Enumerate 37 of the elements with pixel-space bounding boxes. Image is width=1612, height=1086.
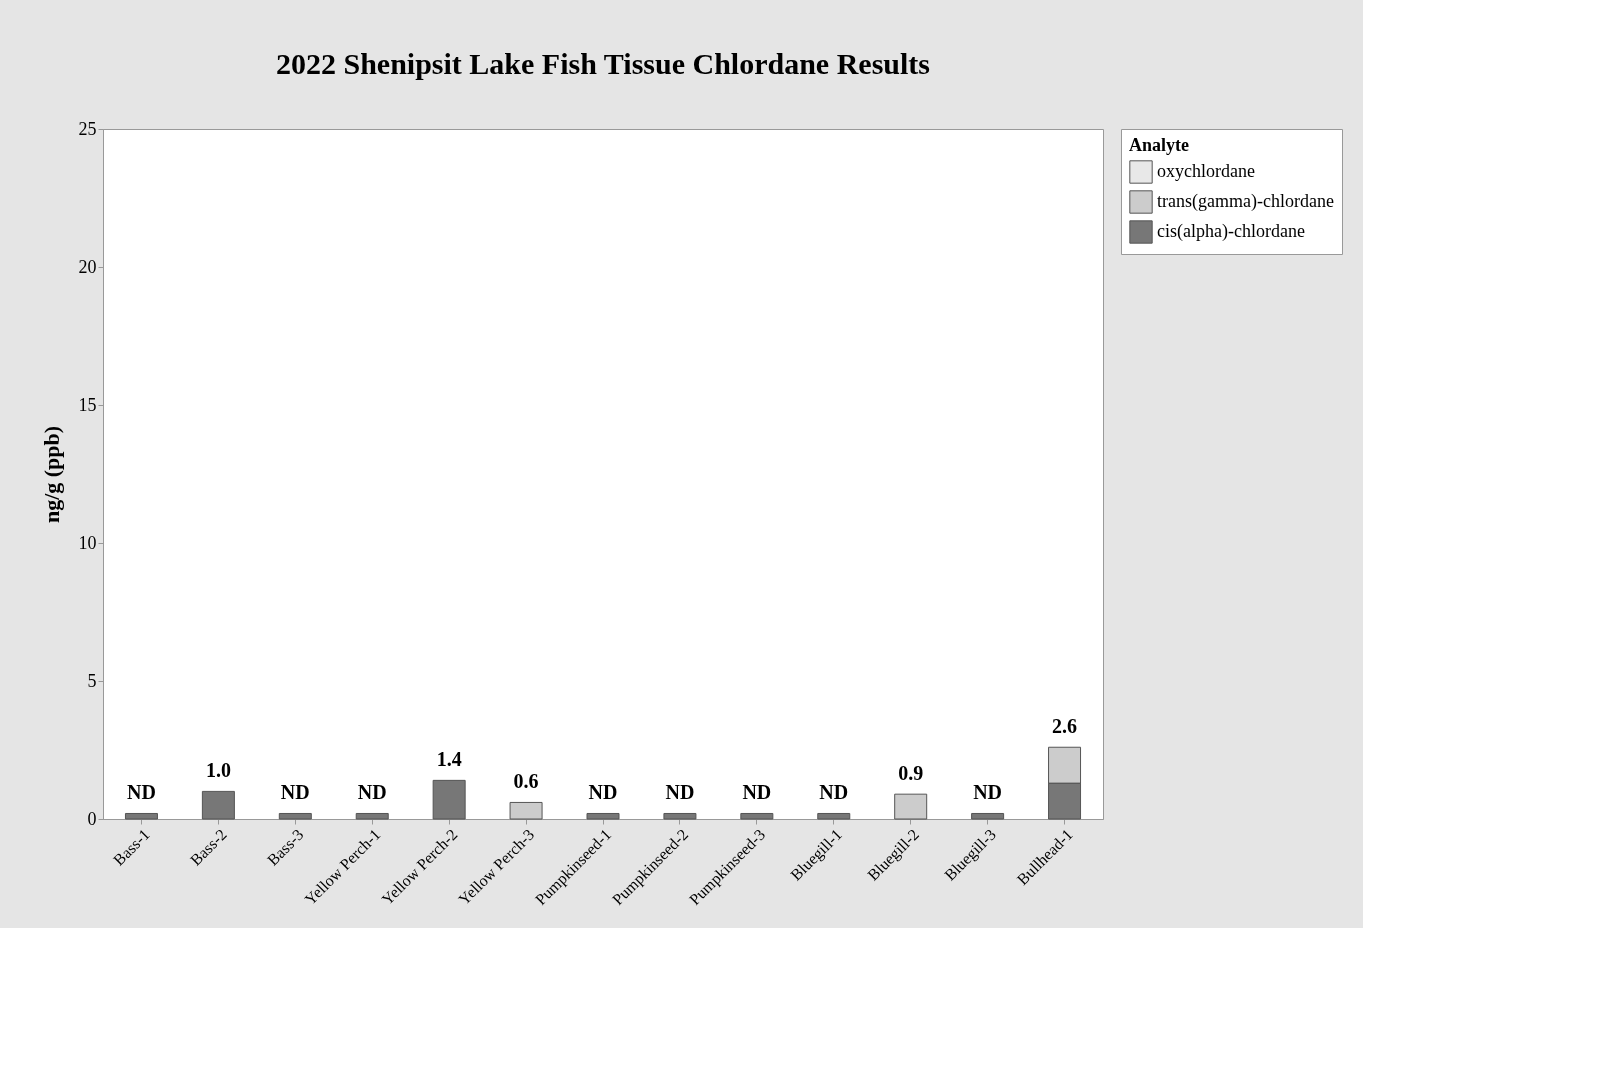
bar bbox=[971, 812, 1005, 820]
bar bbox=[740, 812, 774, 820]
legend-label: trans(gamma)-chlordane bbox=[1157, 191, 1334, 212]
bar bbox=[663, 812, 697, 820]
total-label: ND bbox=[742, 781, 772, 804]
total-label: ND bbox=[665, 781, 695, 804]
y-tick-label: 25 bbox=[78, 118, 97, 139]
bar bbox=[278, 812, 312, 820]
total-label: ND bbox=[357, 781, 387, 804]
bar bbox=[201, 790, 235, 820]
bar bbox=[894, 793, 928, 820]
total-label: 0.6 bbox=[513, 770, 539, 793]
legend-title: Analyte bbox=[1129, 135, 1189, 155]
bar bbox=[586, 812, 620, 820]
total-label: 2.6 bbox=[1052, 715, 1078, 738]
bar bbox=[355, 812, 389, 820]
total-label: 0.9 bbox=[898, 762, 924, 785]
legend-label: oxychlordane bbox=[1157, 161, 1255, 181]
total-label: ND bbox=[127, 781, 156, 804]
bar bbox=[432, 779, 466, 820]
total-label: ND bbox=[973, 781, 1003, 804]
y-tick-label: 20 bbox=[78, 256, 97, 277]
total-label: 1.0 bbox=[205, 759, 231, 782]
total-label: ND bbox=[280, 781, 310, 804]
y-tick-label: 15 bbox=[78, 394, 97, 415]
y-tick-label: 5 bbox=[87, 670, 97, 691]
bar bbox=[124, 812, 158, 820]
total-label: ND bbox=[819, 781, 849, 804]
y-tick-label: 10 bbox=[78, 532, 97, 553]
bar bbox=[509, 801, 543, 820]
y-tick-label: 0 bbox=[87, 808, 97, 829]
y-axis-title: ng/g (ppb) bbox=[38, 425, 64, 524]
bar bbox=[817, 812, 851, 820]
chart-title: 2022 Shenipsit Lake Fish Tissue Chlordane Results bbox=[275, 47, 931, 80]
legend-label: cis(alpha)-chlordane bbox=[1157, 221, 1305, 242]
total-label: ND bbox=[588, 781, 618, 804]
total-label: 1.4 bbox=[436, 748, 462, 771]
